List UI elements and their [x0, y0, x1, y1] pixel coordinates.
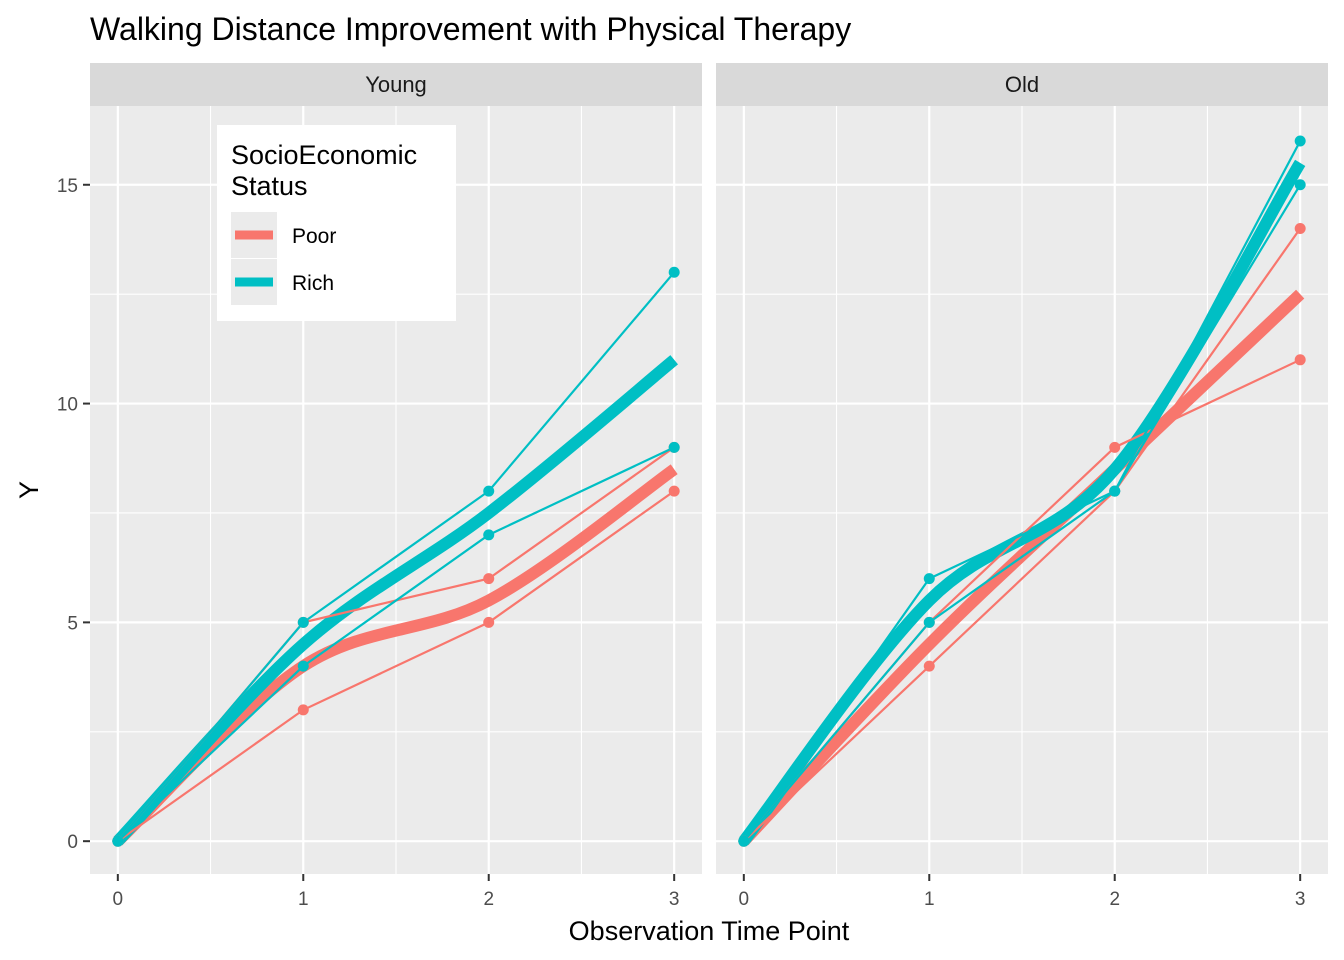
- y-tick-label: 0: [67, 832, 78, 853]
- data-point-rich: [738, 835, 750, 847]
- data-point-rich: [668, 266, 680, 278]
- smooth-line-rich: [739, 159, 1306, 845]
- chart-title: Walking Distance Improvement with Physic…: [90, 11, 851, 47]
- legend-title-line1: SocioEconomic: [231, 140, 417, 170]
- individual-line-poor: [117, 490, 675, 843]
- strip-old: [716, 63, 1328, 106]
- individual-line-poor: [743, 227, 1302, 842]
- legend-label-rich: Rich: [292, 272, 334, 295]
- data-point-poor: [1294, 354, 1306, 366]
- legend-title-line2: Status: [231, 171, 308, 201]
- y-tick-label: 10: [57, 395, 78, 416]
- individual-line-rich: [116, 271, 676, 842]
- x-tick-label: 0: [739, 889, 750, 910]
- data-point-rich: [1109, 485, 1121, 497]
- data-point-rich: [483, 485, 495, 497]
- x-tick-label: 0: [113, 889, 124, 910]
- data-point-rich: [668, 441, 680, 453]
- smooth-line-rich: [113, 355, 679, 846]
- x-tick-label: 2: [483, 889, 494, 910]
- data-point-poor: [668, 485, 680, 497]
- y-axis-title: Y: [14, 481, 44, 499]
- x-tick-label: 1: [298, 889, 309, 910]
- x-tick-label: 2: [1109, 889, 1120, 910]
- strip-label: Young: [365, 72, 427, 97]
- x-tick-label: 1: [924, 889, 935, 910]
- data-point-poor: [1109, 441, 1121, 453]
- data-point-rich: [297, 660, 309, 672]
- data-point-rich: [1294, 135, 1306, 147]
- panel-old: Old 0 1 2 3: [716, 63, 1328, 910]
- y-tick-label: 5: [67, 613, 78, 634]
- data-point-poor: [923, 660, 935, 672]
- x-tick-label: 3: [1295, 889, 1306, 910]
- data-point-poor: [297, 704, 309, 716]
- legend: SocioEconomic Status Poor Rich: [217, 125, 456, 321]
- data-point-rich: [923, 573, 935, 585]
- individual-line-rich: [742, 140, 1302, 842]
- data-point-poor: [483, 573, 495, 585]
- data-point-rich: [112, 835, 124, 847]
- data-point-poor: [483, 616, 495, 628]
- x-tick-label: 3: [669, 889, 680, 910]
- y-tick-label: 15: [57, 176, 78, 197]
- x-axis-title: Observation Time Point: [569, 916, 850, 946]
- data-point-rich: [1294, 179, 1306, 191]
- data-point-rich: [483, 529, 495, 541]
- legend-label-poor: Poor: [292, 225, 336, 248]
- data-point-poor: [1294, 223, 1306, 235]
- data-point-rich: [297, 616, 309, 628]
- panels: Young 0 1 2 3 0 5 10 15 Old 0 1 2 3: [57, 63, 1328, 910]
- individual-line-rich: [742, 184, 1302, 842]
- strip-label: Old: [1005, 72, 1039, 97]
- data-point-rich: [923, 616, 935, 628]
- individual-line-rich: [117, 446, 675, 842]
- strip-young: [90, 63, 702, 106]
- panel-young: Young 0 1 2 3 0 5 10 15: [57, 63, 702, 910]
